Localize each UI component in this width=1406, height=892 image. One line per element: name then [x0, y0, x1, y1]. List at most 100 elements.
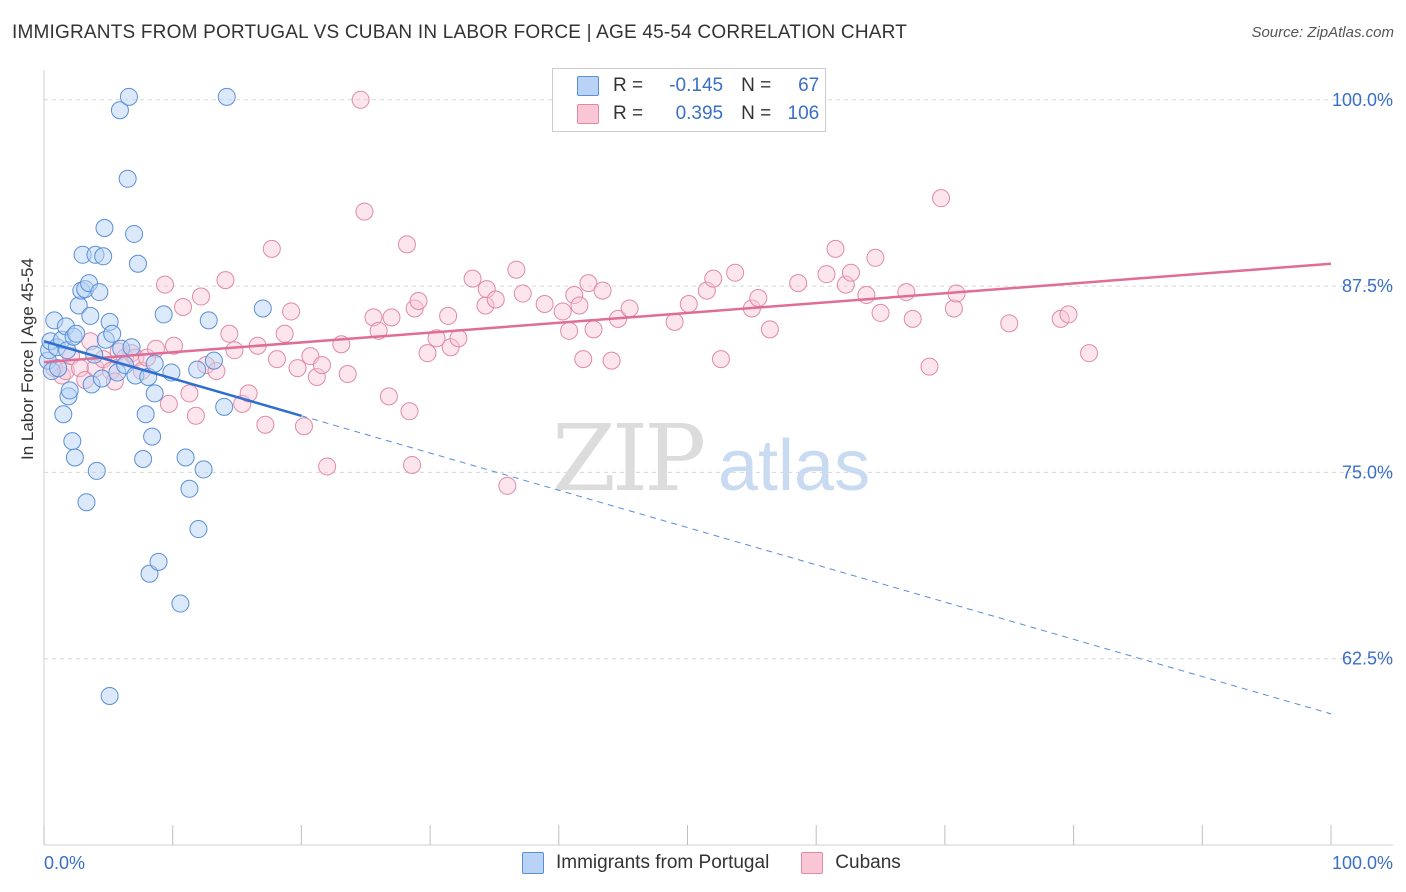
data-point-portugal [199, 311, 218, 330]
data-point-cubans [312, 356, 331, 375]
legend-row-portugal: R = -0.145 N = 67 [577, 75, 819, 97]
data-point-cubans [463, 269, 482, 288]
data-point-cubans [267, 350, 286, 369]
trend-line-portugal [43, 340, 302, 417]
data-point-portugal [60, 381, 79, 400]
data-point-cubans [173, 297, 192, 316]
data-point-portugal [194, 460, 213, 479]
trend-lines [43, 262, 1332, 715]
y-tick-label: 87.5% [1342, 276, 1393, 296]
data-point-cubans [620, 299, 639, 318]
data-point-cubans [262, 239, 281, 258]
legend-n-label: N = [741, 75, 772, 96]
data-point-cubans [726, 263, 745, 282]
data-point-cubans [164, 336, 183, 355]
data-point-portugal [215, 397, 234, 416]
data-point-cubans [318, 457, 337, 476]
data-point-portugal [94, 247, 113, 266]
data-point-portugal [110, 101, 129, 120]
data-point-cubans [355, 202, 374, 221]
data-point-portugal [67, 324, 86, 343]
data-point-portugal [95, 218, 114, 237]
legend-n-label: N = [741, 103, 772, 124]
data-point-cubans [749, 289, 768, 308]
data-point-cubans [418, 344, 437, 363]
data-point-cubans [932, 189, 951, 208]
data-point-portugal [154, 305, 173, 324]
data-point-cubans [477, 280, 496, 299]
data-point-cubans [439, 306, 458, 325]
data-point-portugal [49, 359, 68, 378]
data-point-cubans [307, 368, 326, 387]
data-point-portugal [171, 594, 190, 613]
legend-swatch-cubans [577, 104, 599, 124]
data-point-portugal [54, 405, 73, 424]
data-point-cubans [857, 286, 876, 305]
data-point-cubans [602, 351, 621, 370]
data-point-portugal [63, 432, 82, 451]
data-point-portugal [136, 405, 155, 424]
gridlines [44, 99, 1393, 660]
data-point-portugal [128, 254, 147, 273]
source-label: Source: ZipAtlas.com [1251, 24, 1394, 41]
legend-label-cubans: Cubans [835, 852, 901, 873]
data-point-cubans [565, 286, 584, 305]
data-point-cubans [826, 239, 845, 258]
data-point-cubans [920, 357, 939, 376]
data-point-cubans [570, 296, 589, 315]
legend-row-cubans: R = 0.395 N = 106 [577, 103, 819, 125]
legend-label-portugal: Immigrants from Portugal [556, 852, 770, 873]
legend-n-value-portugal: 67 [798, 75, 820, 96]
data-point-portugal [188, 360, 207, 379]
data-point-portugal [204, 351, 223, 370]
data-point-cubans [382, 308, 401, 327]
data-point-cubans [897, 283, 916, 302]
legend-r-label: R = [613, 103, 644, 124]
y-tick-label: 75.0% [1342, 462, 1393, 482]
trend-line-portugal-projection [301, 415, 1332, 715]
data-point-cubans [560, 321, 579, 340]
legend-r-label: R = [613, 75, 644, 96]
data-point-cubans [574, 350, 593, 369]
data-point-cubans [239, 384, 258, 403]
data-point-cubans [789, 274, 808, 293]
chart-title: IMMIGRANTS FROM PORTUGAL VS CUBAN IN LAB… [12, 22, 908, 43]
data-point-portugal [119, 87, 138, 106]
data-point-cubans [697, 281, 716, 300]
data-point-cubans [836, 275, 855, 294]
y-axis-label: In Labor Force | Age 45-54 [18, 258, 37, 460]
data-point-portugal [134, 449, 153, 468]
data-point-portugal [87, 461, 106, 480]
data-point-portugal [122, 338, 141, 357]
data-point-cubans [409, 292, 428, 311]
data-point-portugal [145, 354, 164, 373]
trend-line-cubans [43, 262, 1332, 364]
data-point-cubans [871, 303, 890, 322]
data-point-cubans [288, 359, 307, 378]
data-point-cubans [180, 384, 199, 403]
data-point-portugal [143, 427, 162, 446]
data-point-cubans [192, 287, 211, 306]
data-point-portugal [176, 448, 195, 467]
data-point-cubans [294, 417, 313, 436]
data-point-cubans [507, 260, 526, 279]
data-point-portugal [118, 169, 137, 188]
data-point-cubans [216, 271, 235, 290]
x-tick-label: 0.0% [44, 853, 85, 873]
data-point-cubans [159, 394, 178, 413]
data-point-cubans [486, 290, 505, 309]
data-point-cubans [403, 455, 422, 474]
data-point-cubans [513, 284, 532, 303]
data-point-cubans [704, 269, 723, 288]
data-point-cubans [476, 296, 495, 315]
data-point-cubans [593, 281, 612, 300]
data-point-portugal [92, 369, 111, 388]
data-point-cubans [553, 302, 572, 321]
data-point-portugal [145, 384, 164, 403]
data-point-cubans [760, 320, 779, 339]
data-point-portugal [103, 324, 122, 343]
watermark-atlas: atlas [718, 426, 870, 506]
data-point-portugal [81, 306, 100, 325]
axes [43, 70, 1393, 846]
